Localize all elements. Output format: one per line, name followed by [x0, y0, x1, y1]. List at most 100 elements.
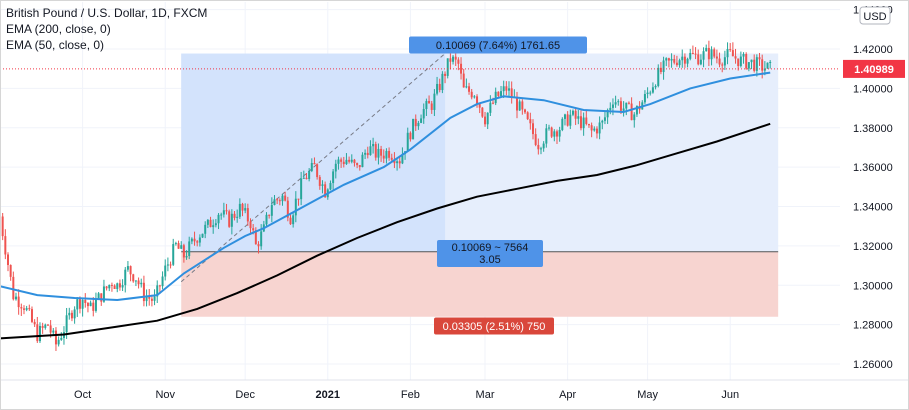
candle-body	[659, 67, 662, 73]
candle-body	[665, 58, 668, 61]
candle-body	[89, 302, 92, 307]
candle-body	[348, 159, 351, 162]
candle-body	[697, 54, 700, 65]
candle-body	[102, 286, 105, 302]
candle-body	[214, 223, 217, 226]
candle-body	[478, 103, 481, 108]
candle-body	[758, 57, 761, 60]
candle-body	[204, 224, 207, 234]
candle-body	[313, 163, 316, 165]
candle-body	[265, 214, 268, 225]
candle-body	[734, 56, 737, 59]
candle-body	[545, 128, 548, 144]
candle-body	[60, 337, 63, 340]
candle-body	[70, 312, 73, 319]
candle-body	[406, 132, 409, 152]
candle-body	[4, 236, 7, 255]
candle-body	[441, 73, 444, 91]
candle-body	[412, 118, 415, 140]
measure-bottom-label: 0.03305 (2.51%) 750	[443, 321, 546, 333]
candle-body	[633, 114, 636, 121]
candle-body	[529, 119, 532, 124]
candle-body	[574, 110, 577, 119]
candle-body	[694, 53, 697, 55]
candle-body	[619, 101, 622, 111]
candle-body	[670, 58, 673, 61]
candle-body	[571, 110, 574, 115]
candle-body	[364, 152, 367, 155]
candle-body	[118, 283, 121, 288]
candle-body	[137, 280, 140, 285]
candle-body	[190, 238, 193, 242]
candle-body	[643, 94, 646, 103]
candle-body	[433, 93, 436, 110]
candle-body	[78, 299, 81, 309]
candle-body	[603, 117, 606, 121]
measure-dashed-line	[180, 53, 446, 283]
candle-body	[252, 228, 255, 231]
candle-body	[353, 159, 356, 164]
candle-body	[30, 309, 33, 322]
candle-body	[276, 199, 279, 201]
candle-body	[654, 85, 657, 88]
candle-body	[81, 299, 84, 309]
candle-body	[585, 117, 588, 124]
candle-body	[41, 325, 44, 328]
candle-body	[745, 54, 748, 69]
ema200-legend: EMA (200, close, 0)	[6, 22, 111, 36]
candle-body	[683, 56, 686, 64]
candle-body	[108, 284, 111, 289]
candle-body	[222, 210, 225, 215]
candle-body	[611, 104, 614, 108]
candle-body	[678, 60, 681, 66]
ema50-legend: EMA (50, close, 0)	[6, 38, 105, 52]
candle-body	[502, 86, 505, 92]
candle-body	[681, 56, 684, 61]
y-tick-label: 1.28000	[853, 320, 893, 332]
candle-body	[300, 178, 303, 200]
candle-body	[566, 114, 569, 126]
candle-body	[193, 238, 196, 242]
candle-body	[534, 134, 537, 145]
candle-body	[393, 159, 396, 164]
candle-body	[268, 214, 271, 216]
candle-body	[124, 269, 127, 286]
candle-body	[33, 321, 36, 325]
candle-body	[547, 127, 550, 129]
candle-body	[369, 146, 372, 156]
candle-body	[492, 102, 495, 104]
candle-body	[246, 208, 249, 222]
candle-body	[236, 216, 239, 218]
candle-body	[121, 285, 124, 288]
candle-body	[129, 266, 132, 275]
candle-body	[270, 204, 273, 216]
measure-center-label-bg	[437, 240, 543, 267]
candle-body	[158, 285, 161, 287]
x-tick-label: Apr	[559, 389, 576, 401]
candle-body	[145, 296, 148, 302]
measure-bottom-label-bg	[434, 317, 554, 335]
y-tick-label: 1.26000	[853, 359, 893, 371]
candle-body	[558, 130, 561, 137]
candle-body	[739, 56, 742, 67]
candle-body	[244, 208, 247, 211]
candle-body	[524, 109, 527, 113]
candle-body	[420, 118, 423, 123]
candle-body	[691, 52, 694, 54]
candle-body	[382, 155, 385, 159]
currency-badge	[859, 6, 891, 25]
y-tick-label: 1.38000	[853, 123, 893, 135]
candle-body	[481, 107, 484, 117]
candle-body	[489, 102, 492, 113]
candle-body	[340, 159, 343, 162]
candle-body	[521, 101, 524, 110]
candle-body	[377, 148, 380, 158]
candle-body	[196, 241, 199, 243]
candle-body	[401, 153, 404, 164]
ema50-line	[0, 71, 771, 302]
candle-body	[350, 159, 353, 162]
candle-body	[9, 264, 12, 277]
candle-body	[457, 59, 460, 64]
candle-body	[635, 105, 638, 115]
